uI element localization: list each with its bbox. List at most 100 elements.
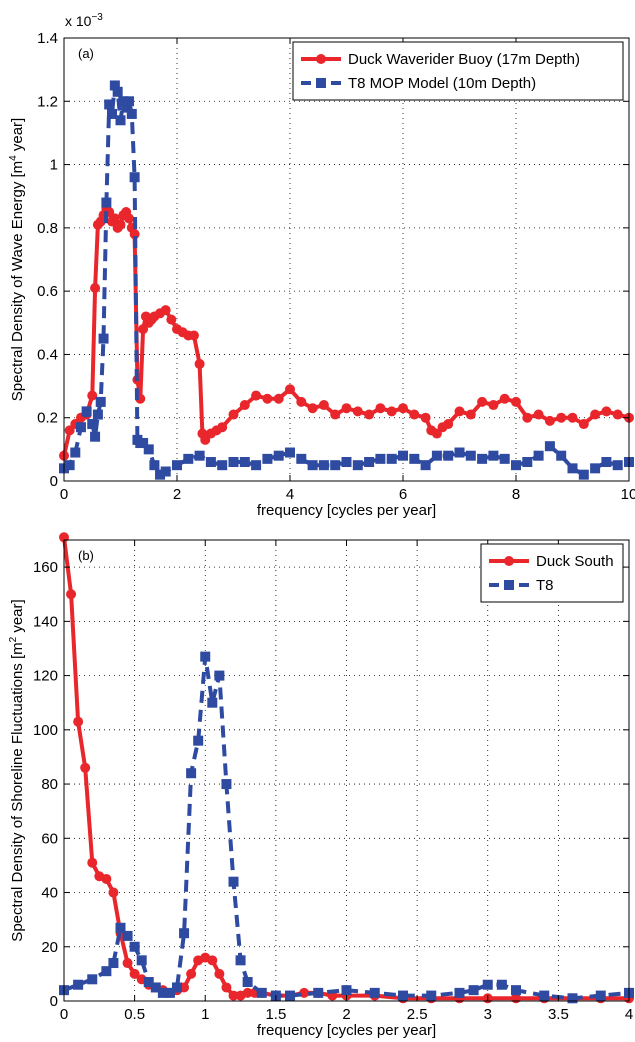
legend: Duck South T8 bbox=[480, 543, 624, 603]
data-point bbox=[307, 460, 318, 471]
data-point bbox=[186, 768, 197, 779]
series-line bbox=[62, 206, 630, 457]
data-point bbox=[511, 985, 521, 996]
data-point bbox=[318, 400, 329, 411]
data-point bbox=[108, 887, 119, 898]
data-point bbox=[166, 314, 177, 325]
data-point bbox=[556, 412, 567, 423]
data-point bbox=[235, 955, 246, 966]
data-point bbox=[172, 460, 182, 471]
legend-label: Duck South bbox=[536, 553, 614, 570]
data-point bbox=[567, 412, 578, 423]
data-point bbox=[398, 990, 408, 1001]
panel-a-wave-energy-spectrum: x 10−3 Spectral Density of Wave Energy [… bbox=[8, 12, 635, 519]
data-point bbox=[183, 453, 194, 464]
data-point bbox=[115, 219, 126, 230]
data-point bbox=[612, 409, 623, 420]
x-tick-label: 2 bbox=[342, 1006, 350, 1023]
x-tick-label: 2.5 bbox=[407, 1006, 428, 1023]
data-point bbox=[364, 457, 375, 468]
y-tick-label: 20 bbox=[41, 939, 58, 956]
x-tick-label: 1 bbox=[201, 1006, 209, 1023]
x-tick-label: 3.5 bbox=[548, 1006, 569, 1023]
data-point bbox=[386, 453, 397, 464]
data-point bbox=[522, 412, 533, 423]
data-point bbox=[465, 409, 476, 420]
data-point bbox=[75, 422, 86, 433]
x-tick-label: 0.5 bbox=[124, 1006, 145, 1023]
y-axis-label: Spectral Density of Shoreline Fluctuatio… bbox=[8, 599, 26, 941]
data-point bbox=[398, 403, 408, 414]
y-tick-label: 1 bbox=[50, 157, 58, 174]
legend: Duck Waverider Buoy (17m Depth) T8 MOP Mo… bbox=[292, 41, 624, 101]
plot-frame bbox=[63, 37, 630, 482]
data-point bbox=[239, 457, 250, 468]
data-point bbox=[612, 460, 623, 471]
data-point bbox=[273, 450, 284, 461]
data-point bbox=[409, 453, 420, 464]
legend-box bbox=[292, 41, 624, 101]
data-point bbox=[188, 330, 199, 341]
x-axis-label: frequency [cycles per year] bbox=[257, 1022, 436, 1039]
data-point bbox=[123, 96, 134, 107]
data-point bbox=[87, 857, 98, 868]
data-point bbox=[454, 447, 465, 458]
series-2 bbox=[59, 651, 634, 1004]
data-point bbox=[341, 457, 352, 468]
data-point bbox=[129, 968, 140, 979]
series-2 bbox=[59, 80, 634, 480]
data-point bbox=[454, 987, 465, 998]
data-point bbox=[369, 987, 380, 998]
data-point bbox=[420, 412, 431, 423]
x-axis-label: frequency [cycles per year] bbox=[257, 502, 436, 519]
data-point bbox=[386, 406, 397, 417]
legend-marker bbox=[316, 78, 326, 88]
data-point bbox=[87, 974, 98, 985]
data-point bbox=[341, 985, 352, 996]
data-point bbox=[296, 453, 307, 464]
data-point bbox=[330, 460, 341, 471]
data-point bbox=[262, 393, 273, 404]
data-point bbox=[118, 96, 129, 107]
data-point bbox=[251, 460, 262, 471]
data-point bbox=[595, 990, 606, 1001]
data-point bbox=[318, 460, 329, 471]
y-tick-label: 140 bbox=[33, 613, 58, 630]
data-point bbox=[194, 358, 205, 369]
y-tick-label: 100 bbox=[33, 722, 58, 739]
data-point bbox=[214, 670, 225, 681]
data-point bbox=[511, 460, 521, 471]
data-point bbox=[157, 987, 168, 998]
data-point bbox=[544, 441, 555, 452]
data-point bbox=[150, 982, 161, 993]
data-point bbox=[567, 463, 578, 474]
data-point bbox=[228, 457, 239, 468]
x-tick-label: 4 bbox=[286, 486, 294, 503]
panel-label: (a) bbox=[78, 46, 94, 61]
data-point bbox=[375, 453, 386, 464]
data-point bbox=[123, 213, 134, 224]
data-point bbox=[556, 450, 567, 461]
data-point bbox=[186, 968, 197, 979]
data-point bbox=[443, 450, 454, 461]
legend-marker bbox=[504, 556, 514, 566]
x-tick-label: 2 bbox=[173, 486, 181, 503]
ticks: 0 2 4 6 8 10 0 0.2 0.4 0.6 0.8 1 1.2 1.4 bbox=[37, 30, 635, 503]
data-point bbox=[66, 589, 77, 600]
data-point bbox=[299, 987, 310, 998]
data-point bbox=[160, 466, 171, 477]
data-point bbox=[122, 958, 133, 969]
data-point bbox=[207, 697, 218, 708]
data-point bbox=[155, 469, 166, 480]
data-point bbox=[590, 409, 601, 420]
data-point bbox=[330, 409, 341, 420]
data-point bbox=[129, 941, 140, 952]
series-line bbox=[62, 537, 629, 1001]
data-point bbox=[217, 422, 228, 433]
data-point bbox=[101, 873, 112, 884]
data-point bbox=[115, 922, 126, 933]
data-point bbox=[256, 987, 267, 998]
data-point bbox=[533, 409, 544, 420]
data-point bbox=[242, 987, 253, 998]
